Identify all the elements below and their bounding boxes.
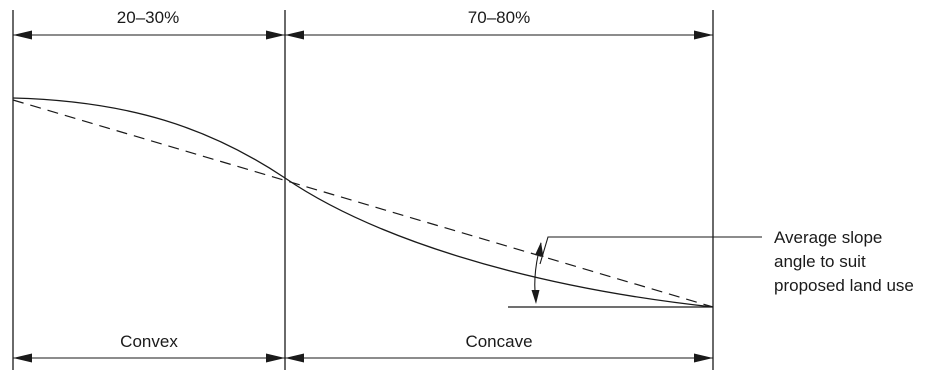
slope-angle-arc [531,242,544,304]
average-slope-dashed-line [12,99,714,308]
bottom-left-dimension-arrow [13,353,285,363]
annotation-leader-line [539,236,762,265]
annotation-text-line-1: Average slope [774,228,882,247]
top-right-range-label: 70–80% [468,8,530,27]
top-right-dimension-arrow [285,30,713,40]
top-left-range-label: 20–30% [117,8,179,27]
annotation-text-line-2: angle to suit [774,252,866,271]
convex-label: Convex [120,332,178,351]
concave-label: Concave [465,332,532,351]
annotation-text-line-3: proposed land use [774,276,914,295]
top-left-dimension-arrow [13,30,285,40]
slope-profile-curve [12,97,714,308]
bottom-right-dimension-arrow [285,353,713,363]
